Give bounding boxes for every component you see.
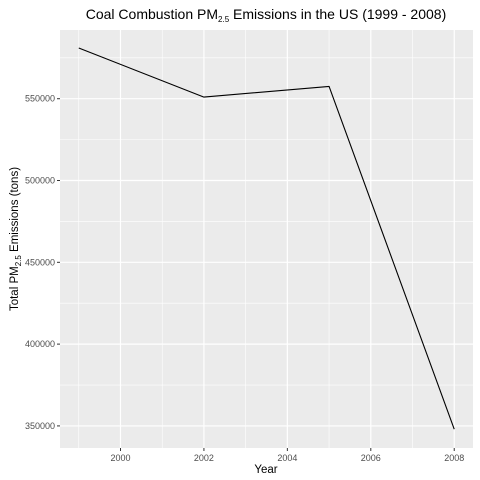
y-tick-label: 550000	[25, 94, 55, 104]
chart-title: Coal Combustion PM2.5 Emissions in the U…	[86, 6, 447, 24]
y-axis: 350000 400000 450000 500000 550000	[25, 94, 60, 431]
series-line	[78, 47, 455, 430]
x-axis: 2000 2002 2004 2006 2008	[110, 448, 464, 463]
x-axis-title: Year	[254, 464, 277, 476]
minor-gridlines	[60, 30, 473, 448]
y-axis-title: Total PM2.5 Emissions (tons)	[9, 167, 23, 311]
series-layer	[78, 47, 455, 430]
x-tick-label: 2006	[361, 453, 381, 463]
x-tick-label: 2008	[444, 453, 464, 463]
x-tick-label: 2002	[194, 453, 214, 463]
plot-panel	[60, 30, 473, 448]
major-gridlines	[60, 30, 473, 448]
x-tick-label: 2004	[277, 453, 297, 463]
x-tick-label: 2000	[110, 453, 130, 463]
y-tick-label: 450000	[25, 257, 55, 267]
y-tick-label: 400000	[25, 339, 55, 349]
y-tick-label: 500000	[25, 176, 55, 186]
y-tick-label: 350000	[25, 421, 55, 431]
